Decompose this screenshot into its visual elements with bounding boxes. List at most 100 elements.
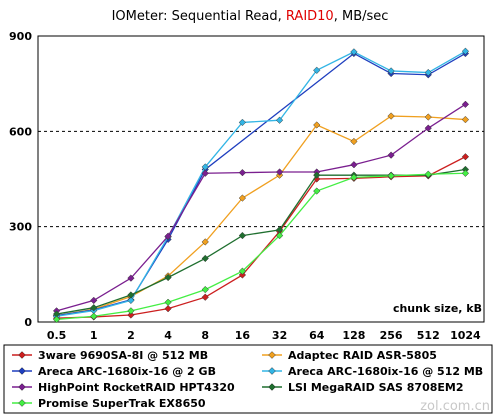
legend-label: Adaptec RAID ASR-5805 (288, 349, 437, 362)
data-point (18, 399, 26, 407)
plot-area (37, 35, 485, 323)
data-point (164, 273, 172, 282)
data-point (461, 115, 470, 124)
data-point (127, 307, 135, 315)
data-point (424, 170, 432, 178)
data-point (201, 169, 209, 177)
data-point (387, 112, 395, 120)
x-tick-label: 1024 (450, 329, 481, 342)
x-tick-label: 1 (90, 329, 98, 342)
data-point (275, 231, 284, 240)
data-point (238, 267, 247, 275)
data-point (90, 304, 98, 312)
legend-item: Adaptec RAID ASR-5805 (262, 349, 437, 362)
series-line (56, 50, 466, 317)
data-point (313, 171, 321, 179)
grid-lines (38, 130, 484, 228)
series-lines (52, 47, 470, 324)
data-point (127, 291, 135, 299)
series-line (56, 172, 466, 321)
x-tick-label: 64 (309, 329, 325, 342)
data-point (238, 168, 247, 177)
legend-label: Promise SuperTrak EX8650 (38, 397, 206, 410)
data-point (313, 121, 321, 129)
chart-title: IOMeter: Sequential Read, RAID10, MB/sec (112, 9, 389, 24)
legend: 3ware 9690SA-8I @ 512 MB Adaptec RAID ASR… (12, 349, 483, 410)
data-point (18, 383, 26, 391)
y-tick-label: 300 (9, 221, 32, 234)
y-tick-label: 0 (24, 316, 32, 329)
data-point (387, 172, 395, 180)
y-tick-label: 900 (9, 30, 32, 43)
data-point (461, 153, 470, 161)
data-point (387, 67, 395, 75)
series-5 (52, 100, 470, 315)
y-tick-label: 600 (9, 125, 32, 138)
data-point (424, 68, 432, 77)
legend-item: LSI MegaRAID SAS 8708EM2 (262, 381, 464, 394)
data-point (201, 285, 209, 294)
data-point (268, 367, 276, 375)
chart-title-part-1: IOMeter: Sequential Read, (112, 9, 286, 24)
data-point (424, 113, 432, 121)
data-point (164, 298, 172, 306)
x-tick-label: 32 (272, 329, 287, 342)
x-tick-label: 2 (127, 329, 135, 342)
data-point (238, 271, 247, 279)
x-tick-label: 8 (201, 329, 209, 342)
data-point (127, 296, 135, 305)
data-point (424, 124, 432, 132)
data-point (350, 48, 358, 56)
data-point (238, 231, 247, 240)
data-point (275, 168, 284, 176)
data-point (201, 238, 209, 246)
legend-item: 3ware 9690SA-8I @ 512 MB (12, 349, 208, 362)
data-point (350, 161, 358, 169)
data-point (164, 304, 172, 313)
x-tick-label: 128 (342, 329, 365, 342)
data-point (90, 296, 98, 305)
legend-label: 3ware 9690SA-8I @ 512 MB (38, 349, 208, 362)
data-point (52, 315, 61, 324)
data-point (90, 312, 98, 320)
series-4 (52, 47, 470, 320)
legend-item: HighPoint RocketRAID HPT4320 (12, 381, 235, 394)
x-axis-label: chunk size, kB (393, 302, 482, 315)
legend-label: Areca ARC-1680ix-16 @ 2 GB (38, 365, 216, 378)
data-point (18, 367, 26, 375)
legend-label: Areca ARC-1680ix-16 @ 512 MB (288, 365, 483, 378)
data-point (238, 118, 247, 127)
legend-item: Promise SuperTrak EX8650 (12, 397, 206, 410)
chart-title-part-3: , MB/sec (334, 9, 389, 24)
data-point (127, 274, 135, 282)
x-axis-ticks: 0.5 1 2 4 8 16 32 64 128 256 512 1024 (47, 329, 481, 342)
data-point (461, 169, 470, 177)
data-point (201, 293, 209, 301)
data-point (387, 151, 395, 159)
legend-item: Areca ARC-1680ix-16 @ 2 GB (12, 365, 216, 378)
legend-item: Areca ARC-1680ix-16 @ 512 MB (262, 365, 483, 378)
data-point (201, 254, 209, 263)
series-line (56, 103, 466, 312)
data-point (461, 47, 470, 55)
chart-title-part-2: RAID10 (286, 9, 334, 24)
data-point (275, 116, 284, 124)
series-line (56, 115, 466, 317)
data-point (313, 187, 321, 195)
x-tick-label: 0.5 (47, 329, 67, 342)
x-tick-label: 16 (235, 329, 251, 342)
data-point (350, 173, 358, 182)
data-point (127, 311, 135, 319)
data-point (164, 232, 172, 240)
data-point (18, 351, 26, 359)
data-point (238, 194, 247, 202)
legend-label: HighPoint RocketRAID HPT4320 (38, 381, 235, 394)
data-point (350, 137, 358, 146)
x-tick-label: 4 (164, 329, 172, 342)
x-tick-label: 256 (380, 329, 403, 342)
data-point (461, 100, 470, 108)
x-tick-label: 512 (417, 329, 440, 342)
y-axis-ticks: 0 300 600 900 (9, 30, 32, 329)
watermark: zol.com.cn (420, 399, 490, 414)
